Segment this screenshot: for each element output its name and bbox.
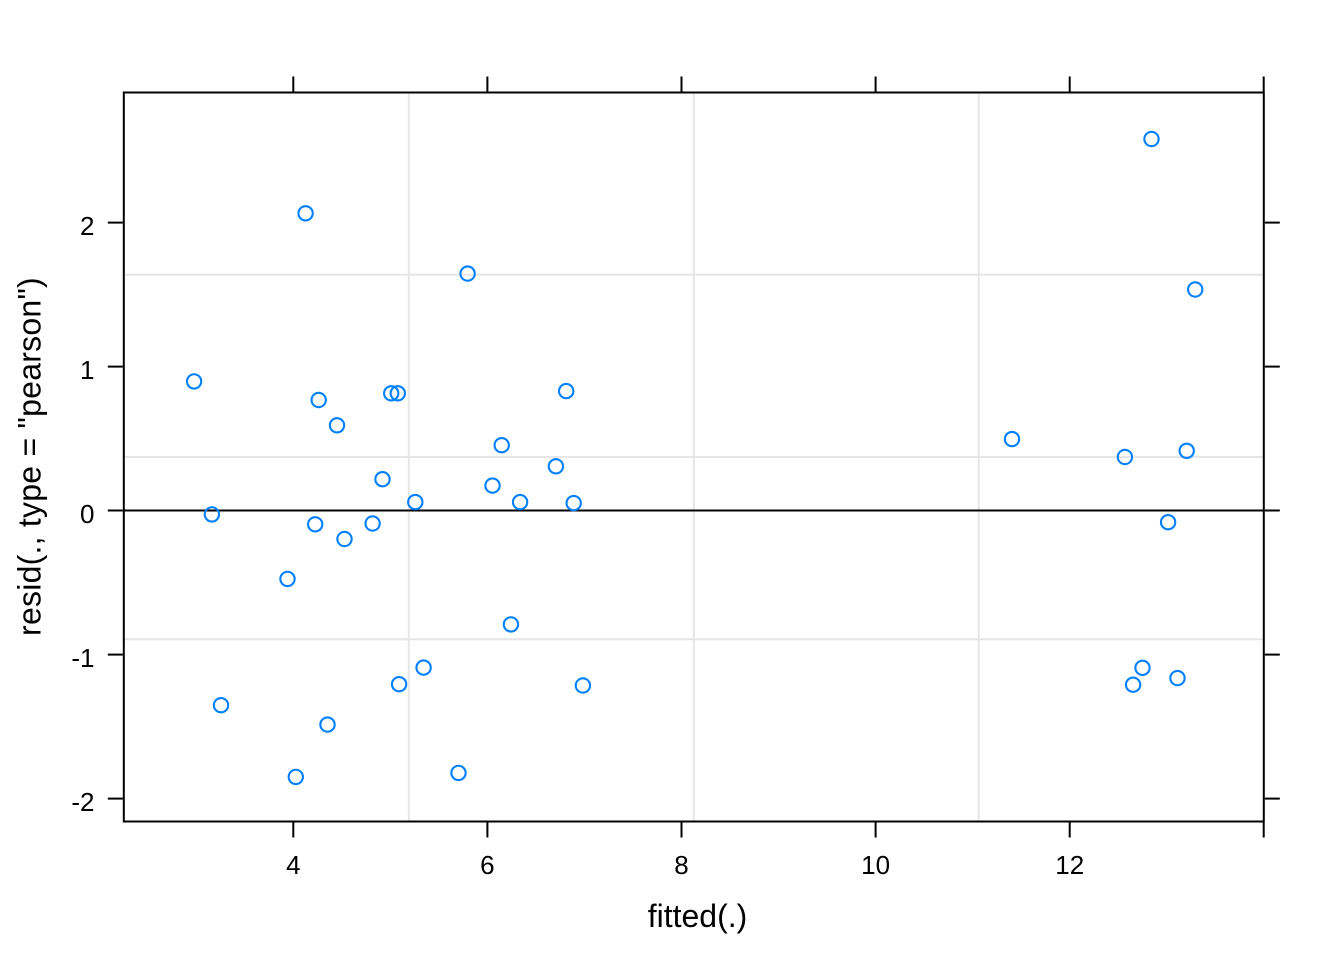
svg-text:0: 0 (80, 499, 94, 529)
svg-text:resid(., type = "pearson"): resid(., type = "pearson") (12, 277, 48, 636)
svg-text:6: 6 (480, 850, 494, 880)
svg-text:fitted(.): fitted(.) (648, 898, 748, 934)
svg-text:4: 4 (286, 850, 300, 880)
svg-text:2: 2 (80, 211, 94, 241)
svg-text:12: 12 (1055, 850, 1084, 880)
svg-text:10: 10 (861, 850, 890, 880)
svg-text:-2: -2 (71, 787, 94, 817)
svg-text:-1: -1 (71, 643, 94, 673)
svg-text:8: 8 (674, 850, 688, 880)
svg-text:1: 1 (80, 355, 94, 385)
